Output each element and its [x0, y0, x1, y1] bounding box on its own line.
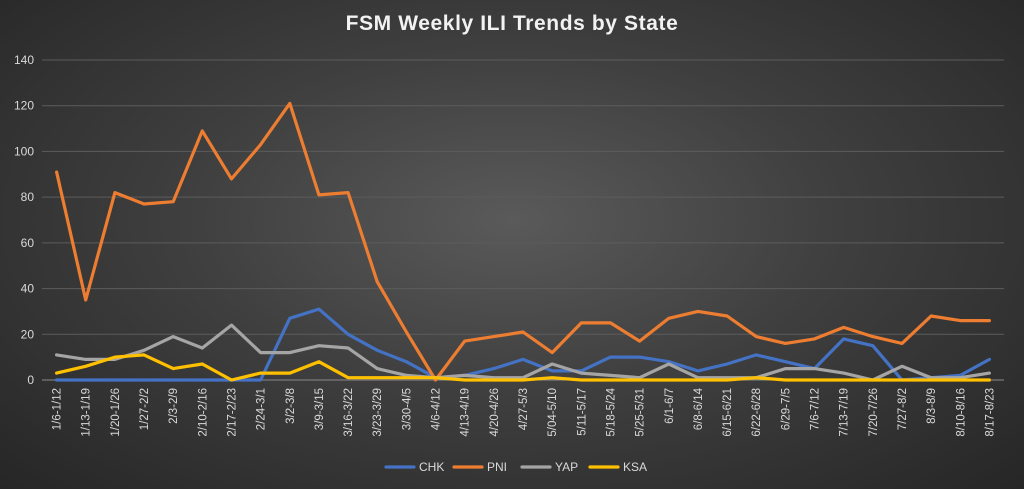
x-tick-label: 2/10-2/16 [197, 388, 209, 437]
x-tick-label: 3/2-3/8 [285, 388, 297, 424]
x-tick-label: 6/29-7/5 [780, 388, 792, 430]
y-tick-label: 140 [14, 53, 34, 67]
x-tick-label: 1/6-1/12 [52, 388, 64, 430]
x-tick-label: 1/20-1/26 [110, 388, 122, 437]
x-tick-label: 5/04-5/10 [547, 388, 559, 437]
x-tick-label: 3/9-3/15 [314, 388, 326, 430]
y-tick-label: 40 [21, 282, 35, 296]
legend-label-ksa: KSA [623, 460, 647, 474]
x-tick-label: 7/20-7/26 [868, 388, 880, 437]
series-line-pni [54, 101, 992, 382]
legend-label-yap: YAP [555, 460, 578, 474]
y-tick-label: 120 [14, 99, 34, 113]
x-tick-label: 5/25-5/31 [635, 388, 647, 437]
series-line-yap [54, 323, 992, 382]
x-tick-label: 6/8-6/14 [693, 387, 705, 430]
x-tick-label: 5/11-5/17 [576, 388, 588, 436]
x-tick-label: 2/3-2/9 [168, 388, 180, 424]
x-tick-label: 7/13-7/19 [839, 388, 851, 437]
legend-label-chk: CHK [419, 460, 444, 474]
chart-title: FSM Weekly ILI Trends by State [345, 12, 679, 35]
x-tick-label: 4/20-4/26 [489, 388, 501, 437]
x-tick-label: 6/1-6/7 [664, 388, 676, 424]
x-tick-label: 3/23-3/29 [372, 388, 384, 437]
x-tick-label: 1/27-2/2 [139, 388, 151, 430]
x-tick-label: 6/22-6/28 [751, 388, 763, 437]
x-tick-label: 8/17-8/23 [984, 388, 996, 437]
y-tick-label: 0 [27, 373, 34, 387]
x-tick-label: 2/24-3/1 [256, 388, 268, 430]
x-tick-label: 3/30-4/5 [401, 388, 413, 430]
y-tick-label: 20 [21, 327, 35, 341]
x-tick-label: 5/18-5/24 [605, 387, 617, 436]
legend-label-pni: PNI [487, 460, 507, 474]
y-tick-label: 80 [21, 190, 35, 204]
x-tick-label: 3/16-3/22 [343, 388, 355, 437]
x-tick-label: 1/13-1/19 [81, 388, 93, 437]
x-tick-label: 6/15-6/21 [722, 388, 734, 437]
y-tick-label: 60 [21, 236, 35, 250]
x-tick-label: 4/6-4/12 [431, 388, 443, 430]
x-tick-label: 4/27-5/3 [518, 388, 530, 430]
x-tick-label: 8/10-8/16 [955, 388, 967, 437]
series-line-ksa [54, 353, 992, 382]
x-tick-label: 2/17-2/23 [226, 388, 238, 437]
x-tick-label: 4/13-4/19 [460, 388, 472, 437]
x-tick-label: 8/3-8/9 [926, 388, 938, 424]
series-line-chk [54, 307, 992, 382]
x-tick-label: 7/27-8/2 [897, 388, 909, 430]
y-tick-label: 100 [14, 144, 34, 158]
x-tick-label: 7/6-7/12 [810, 388, 822, 430]
